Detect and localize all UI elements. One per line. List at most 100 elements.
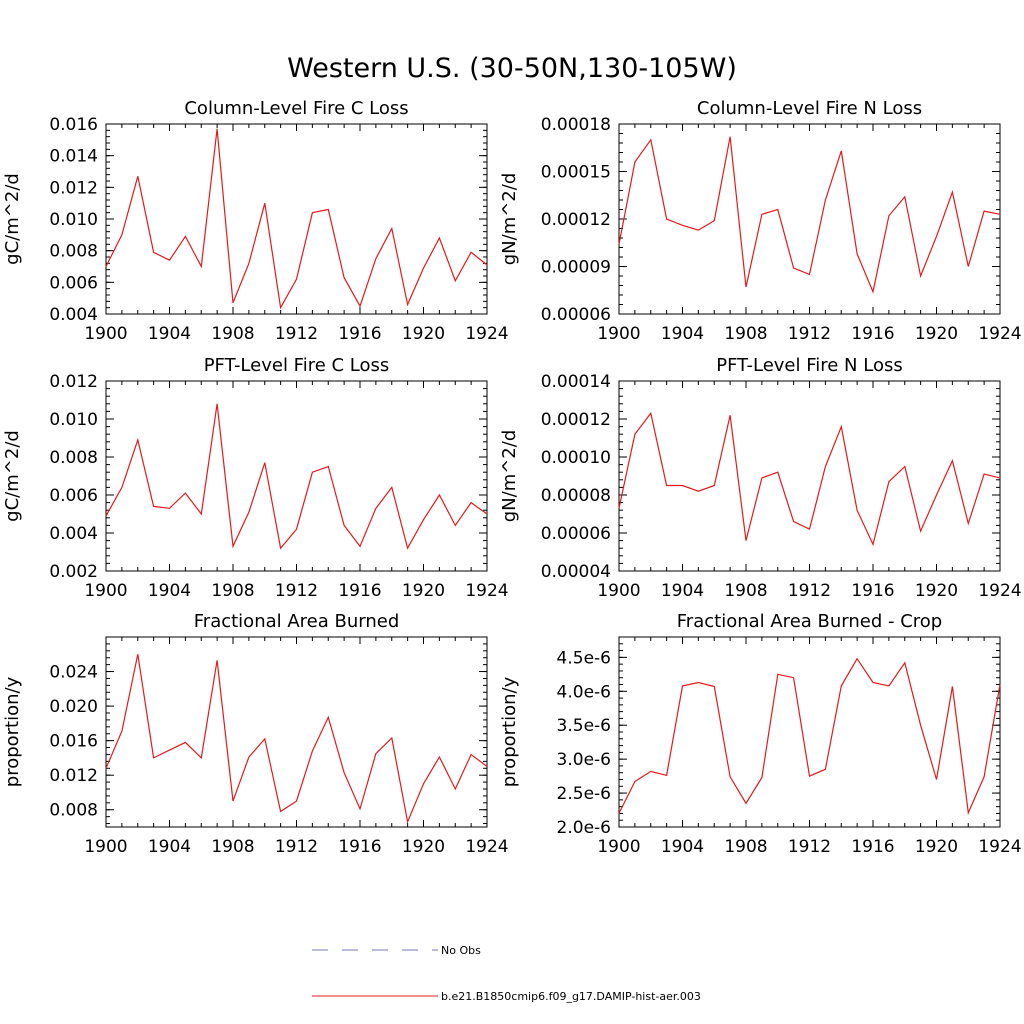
x-tick-label: 1920 bbox=[915, 324, 958, 344]
panel-title: Fractional Area Burned bbox=[194, 611, 400, 632]
y-tick-label: 0.012 bbox=[49, 766, 98, 786]
y-axis-label: gN/m^2/d bbox=[499, 173, 520, 266]
x-tick-label: 1904 bbox=[661, 581, 704, 601]
y-axis-label: proportion/y bbox=[2, 676, 23, 787]
x-tick-label: 1908 bbox=[724, 581, 767, 601]
y-tick-label: 0.008 bbox=[49, 242, 98, 262]
y-tick-label: 0.016 bbox=[49, 732, 98, 752]
y-tick-label: 0.014 bbox=[49, 147, 98, 167]
x-tick-label: 1904 bbox=[148, 581, 191, 601]
x-tick-label: 1904 bbox=[148, 324, 191, 344]
y-tick-label: 0.00012 bbox=[541, 410, 611, 430]
y-tick-label: 0.004 bbox=[49, 305, 98, 325]
panel-title: Column-Level Fire N Loss bbox=[697, 98, 922, 119]
panels: Column-Level Fire C Loss 1900 1904 1908 1912… bbox=[2, 98, 1022, 857]
y-axis-label: gN/m^2/d bbox=[499, 430, 520, 523]
y-tick-label: 4.5e-6 bbox=[557, 648, 611, 668]
panel-area-burned: Fractional Area Burned 1900 1904 1908 1912 19… bbox=[2, 611, 509, 857]
y-tick-label: 0.00010 bbox=[541, 448, 611, 468]
x-tick-label: 1924 bbox=[978, 837, 1021, 857]
y-tick-label: 0.00018 bbox=[541, 115, 611, 135]
plot-frame bbox=[618, 380, 1001, 572]
x-tick-label: 1920 bbox=[915, 581, 958, 601]
x-tick-label: 1920 bbox=[402, 324, 445, 344]
figure-title: Western U.S. (30-50N,130-105W) bbox=[287, 53, 737, 84]
y-axis-label: gC/m^2/d bbox=[2, 173, 23, 265]
panel-pft-fire-n: PFT-Level Fire N Loss 1900 1904 1908 1912 191… bbox=[499, 355, 1022, 601]
x-tick-label: 1904 bbox=[661, 837, 704, 857]
x-tick-label: 1900 bbox=[84, 837, 127, 857]
x-tick-label: 1900 bbox=[597, 581, 640, 601]
x-tick-label: 1920 bbox=[402, 581, 445, 601]
panel-title: PFT-Level Fire C Loss bbox=[204, 355, 390, 376]
x-tick-label: 1900 bbox=[84, 324, 127, 344]
y-tick-label: 0.012 bbox=[49, 178, 98, 198]
y-tick-label: 0.00015 bbox=[541, 163, 611, 183]
x-tick-label: 1924 bbox=[978, 581, 1021, 601]
plot-frame bbox=[618, 636, 1001, 828]
plot-frame bbox=[105, 636, 488, 828]
y-tick-label: 0.00012 bbox=[541, 210, 611, 230]
y-axis-label: gC/m^2/d bbox=[2, 430, 23, 522]
plot-frame bbox=[105, 380, 488, 572]
series-line bbox=[105, 128, 488, 310]
y-tick-label: 3.5e-6 bbox=[557, 716, 611, 736]
y-tick-label: 0.004 bbox=[49, 524, 98, 544]
y-tick-label: 0.00006 bbox=[541, 524, 611, 544]
x-tick-label: 1908 bbox=[211, 324, 254, 344]
x-tick-label: 1908 bbox=[211, 837, 254, 857]
x-tick-label: 1916 bbox=[851, 837, 894, 857]
series-line bbox=[105, 403, 488, 550]
y-tick-label: 0.008 bbox=[49, 448, 98, 468]
y-tick-label: 0.00004 bbox=[541, 562, 611, 582]
panel-title: Fractional Area Burned - Crop bbox=[677, 611, 942, 632]
legend-label-model: b.e21.B1850cmip6.f09_g17.DAMIP-hist-aer.… bbox=[441, 990, 701, 1003]
plot-frame bbox=[105, 123, 488, 315]
x-tick-label: 1916 bbox=[338, 324, 381, 344]
x-tick-label: 1900 bbox=[84, 581, 127, 601]
y-tick-label: 0.008 bbox=[49, 801, 98, 821]
legend: No Obs b.e21.B1850cmip6.f09_g17.DAMIP-hi… bbox=[312, 944, 701, 1003]
y-tick-label: 0.016 bbox=[49, 115, 98, 135]
y-tick-label: 0.006 bbox=[49, 273, 98, 293]
x-tick-label: 1916 bbox=[338, 837, 381, 857]
y-tick-label: 0.002 bbox=[49, 562, 98, 582]
x-tick-label: 1912 bbox=[788, 581, 831, 601]
y-tick-label: 0.00008 bbox=[541, 486, 611, 506]
y-tick-label: 0.006 bbox=[49, 486, 98, 506]
x-tick-label: 1900 bbox=[597, 837, 640, 857]
x-tick-label: 1912 bbox=[788, 324, 831, 344]
x-tick-label: 1908 bbox=[724, 324, 767, 344]
x-tick-label: 1900 bbox=[597, 324, 640, 344]
y-tick-label: 0.00009 bbox=[541, 258, 611, 278]
x-tick-label: 1920 bbox=[915, 837, 958, 857]
x-tick-label: 1908 bbox=[724, 837, 767, 857]
y-tick-label: 0.020 bbox=[49, 697, 98, 717]
x-tick-label: 1912 bbox=[275, 837, 318, 857]
panel-area-burned-crop: Fractional Area Burned - Crop 1900 1904 190… bbox=[499, 611, 1022, 857]
x-tick-label: 1920 bbox=[402, 837, 445, 857]
x-tick-label: 1924 bbox=[465, 837, 508, 857]
x-tick-label: 1916 bbox=[851, 581, 894, 601]
x-tick-label: 1924 bbox=[465, 324, 508, 344]
y-tick-label: 2.0e-6 bbox=[557, 818, 611, 838]
series-line bbox=[105, 654, 488, 824]
y-tick-label: 4.0e-6 bbox=[557, 682, 611, 702]
panel-col-fire-n: Column-Level Fire N Loss 1900 1904 1908 1912… bbox=[499, 98, 1022, 344]
y-tick-label: 0.00006 bbox=[541, 305, 611, 325]
y-tick-label: 0.00014 bbox=[541, 372, 611, 392]
series-line bbox=[618, 411, 1001, 547]
x-tick-label: 1916 bbox=[338, 581, 381, 601]
series-line bbox=[618, 136, 1001, 294]
x-tick-label: 1912 bbox=[275, 324, 318, 344]
y-tick-label: 0.010 bbox=[49, 410, 98, 430]
x-tick-label: 1904 bbox=[148, 837, 191, 857]
y-tick-label: 0.024 bbox=[49, 663, 98, 683]
panel-col-fire-c: Column-Level Fire C Loss 1900 1904 1908 1912… bbox=[2, 98, 509, 344]
panel-title: PFT-Level Fire N Loss bbox=[716, 355, 902, 376]
y-tick-label: 0.010 bbox=[49, 210, 98, 230]
panel-pft-fire-c: PFT-Level Fire C Loss 1900 1904 1908 1912 191… bbox=[2, 355, 509, 601]
x-tick-label: 1924 bbox=[465, 581, 508, 601]
x-tick-label: 1908 bbox=[211, 581, 254, 601]
series-line bbox=[618, 657, 1001, 816]
